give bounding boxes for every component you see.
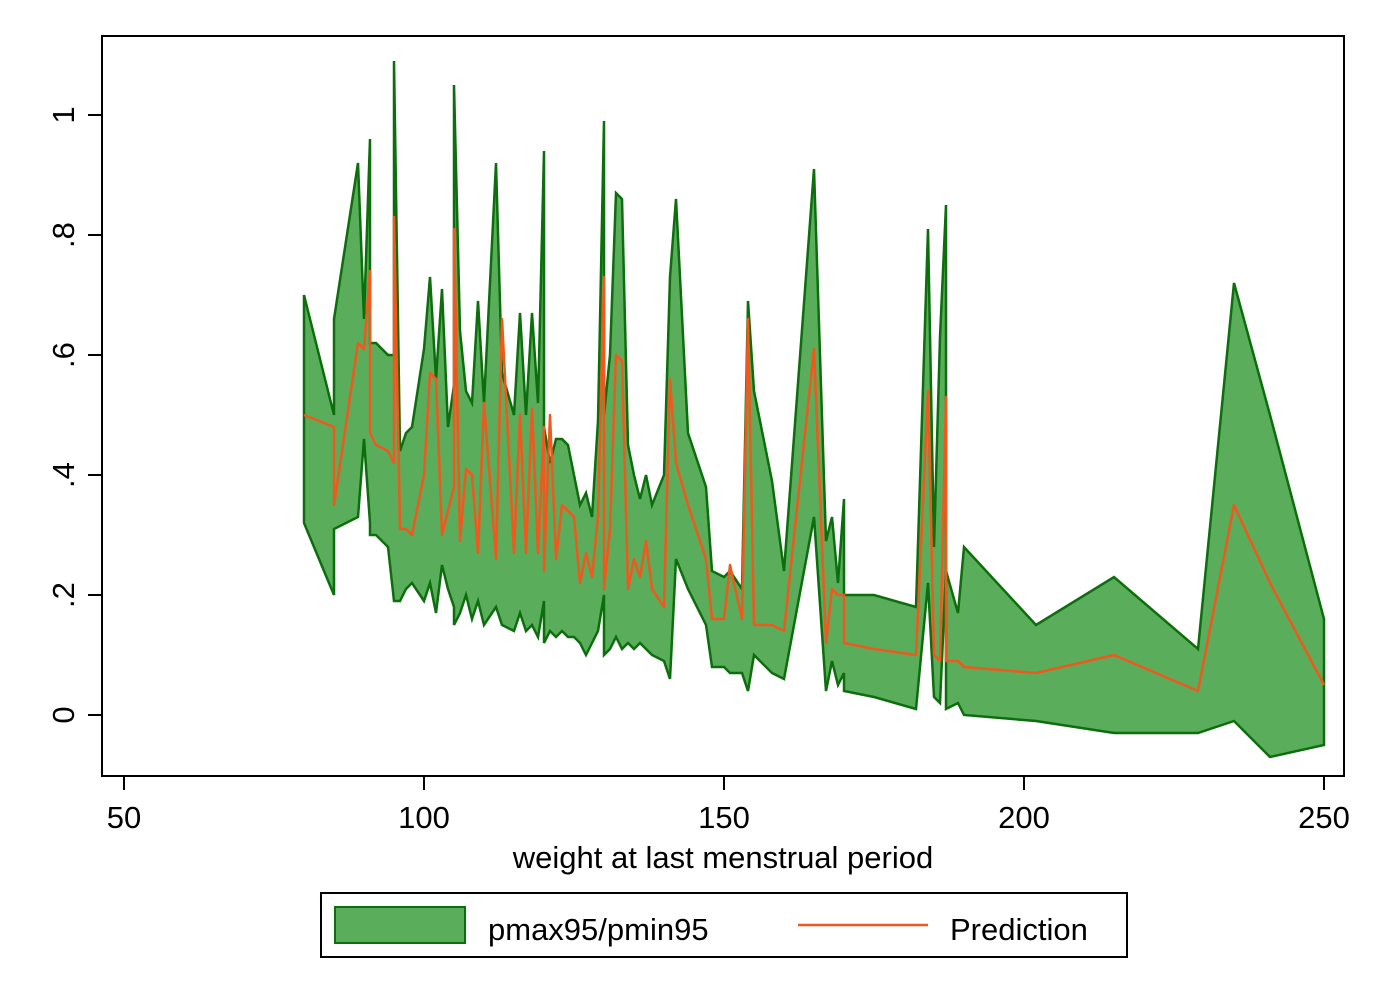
x-axis-title: weight at last menstrual period	[512, 840, 933, 875]
confidence-band-layer	[302, 60, 1326, 759]
legend-band-swatch	[334, 906, 466, 944]
legend: pmax95/pmin95 Prediction	[320, 892, 1128, 958]
y-tick-label: .2	[46, 582, 81, 608]
y-axis: 0 .2 .4 .6 .8 1	[46, 106, 102, 724]
prediction-line	[303, 215, 1326, 693]
prediction-line-layer	[303, 215, 1326, 693]
confidence-band	[302, 60, 1326, 759]
x-tick-label: 50	[107, 800, 141, 835]
x-tick-label: 200	[998, 800, 1050, 835]
y-tick-label: .8	[46, 222, 81, 248]
x-tick-label: 150	[698, 800, 750, 835]
x-tick-label: 100	[398, 800, 450, 835]
y-tick-label: .4	[46, 462, 81, 488]
plot-region	[101, 35, 1345, 777]
legend-prediction-label: Prediction	[950, 912, 1088, 947]
y-tick-label: 1	[46, 106, 81, 123]
y-tick-label: .6	[46, 342, 81, 368]
x-axis: 50 100 150 200 250	[107, 776, 1350, 835]
x-tick-label: 250	[1298, 800, 1350, 835]
legend-band-label: pmax95/pmin95	[488, 912, 709, 947]
y-tick-label: 0	[46, 706, 81, 723]
